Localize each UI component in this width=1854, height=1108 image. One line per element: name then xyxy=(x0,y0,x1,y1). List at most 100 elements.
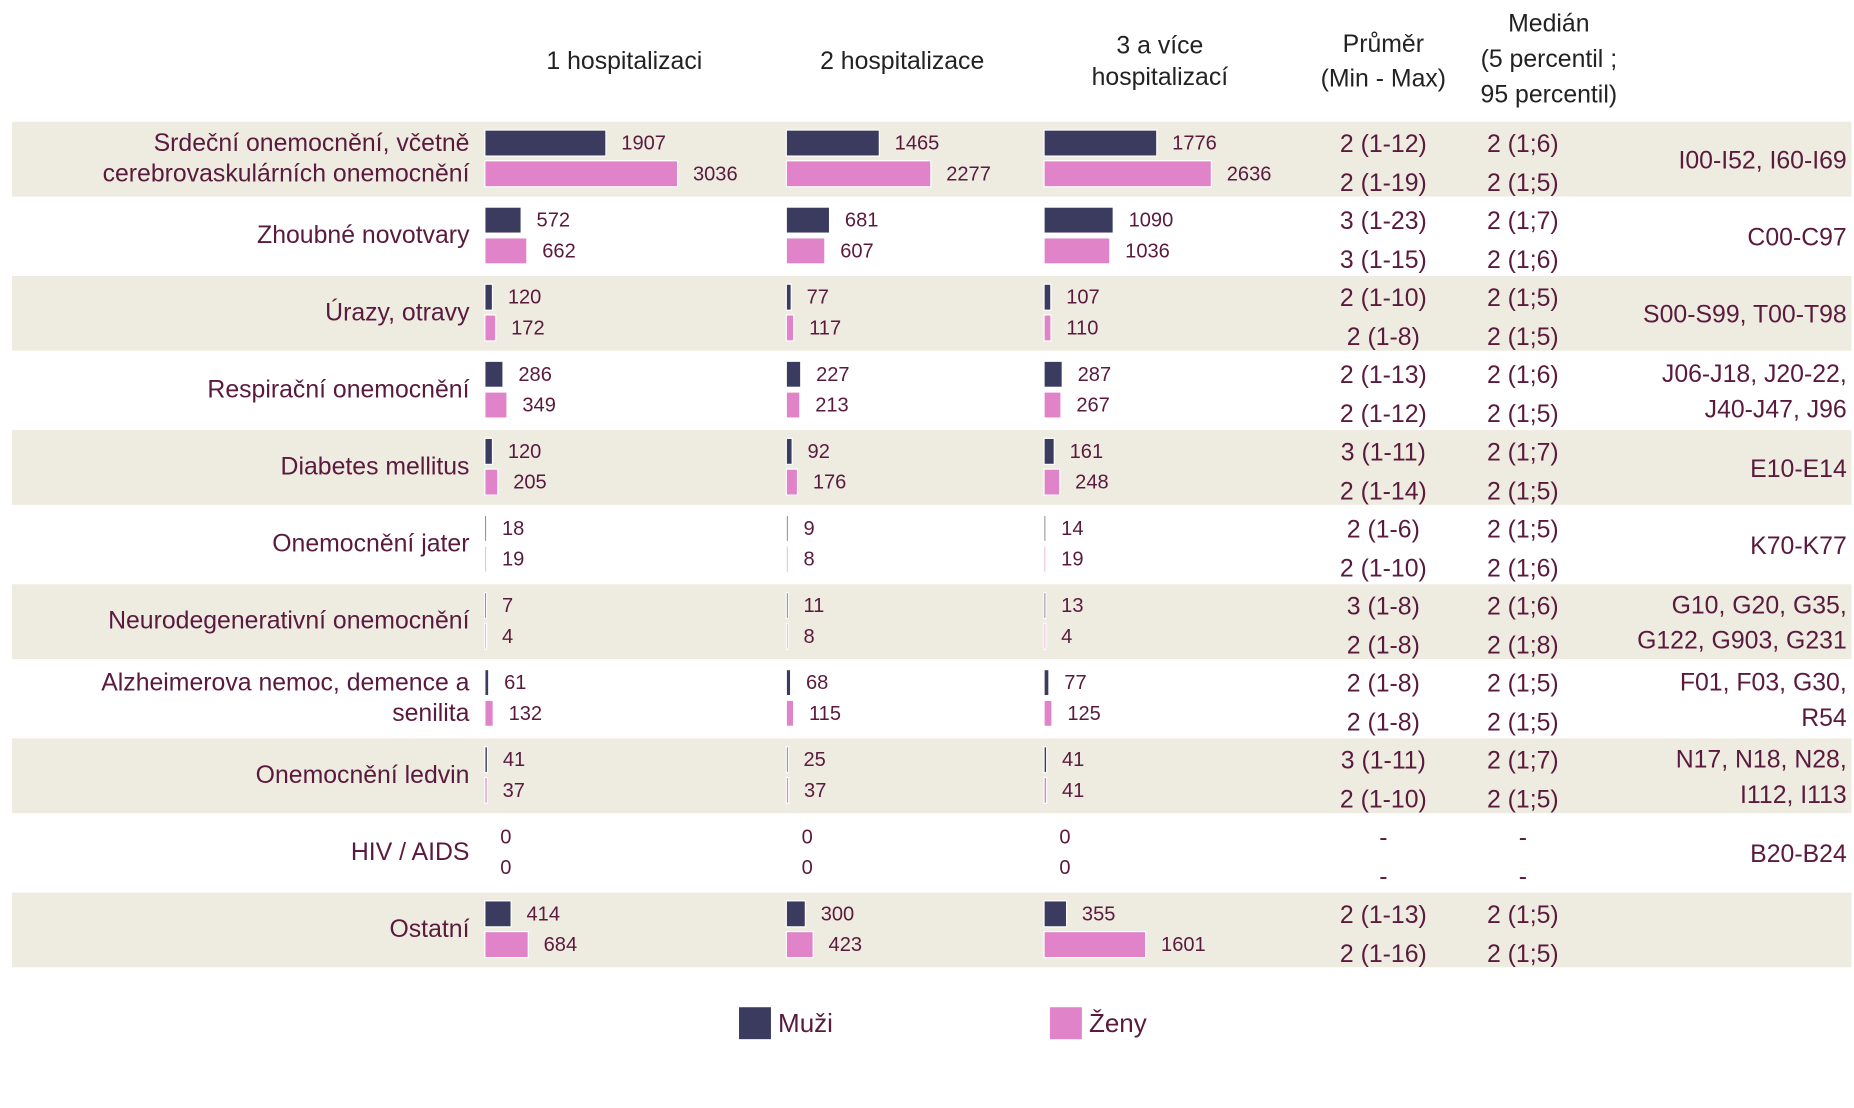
row-band xyxy=(11,584,1852,659)
value-label: 19 xyxy=(502,549,524,571)
value-label: 68 xyxy=(806,672,828,694)
column-header: 1 hospitalizaci xyxy=(546,48,702,75)
row-label: Respirační onemocnění xyxy=(207,376,469,403)
value-label: 0 xyxy=(500,857,511,879)
median-cell: 2 (1;7) xyxy=(1487,748,1559,775)
value-label: 132 xyxy=(509,703,543,725)
bar xyxy=(1043,900,1068,928)
median-cell: 2 (1;5) xyxy=(1487,478,1559,505)
bar xyxy=(484,360,504,388)
legend-swatch xyxy=(1049,1007,1082,1040)
bar xyxy=(484,776,488,805)
code-cell: E10-E14 xyxy=(1750,456,1847,483)
mean-cell: 2 (1-8) xyxy=(1347,710,1420,737)
value-label: 4 xyxy=(1061,626,1072,648)
column-header: Průměr xyxy=(1343,31,1424,58)
value-label: 77 xyxy=(807,287,829,309)
bar xyxy=(785,129,880,157)
value-label: 355 xyxy=(1082,903,1115,925)
value-label: 1036 xyxy=(1125,240,1170,262)
code-cell: N17, N18, N28, xyxy=(1676,746,1847,773)
bar xyxy=(484,669,490,697)
bar xyxy=(1043,545,1047,573)
bar xyxy=(1043,160,1212,188)
code-cell: G10, G20, G35, xyxy=(1672,592,1847,619)
value-label: 120 xyxy=(508,441,542,463)
value-label: 25 xyxy=(803,749,825,771)
legend-swatch xyxy=(739,1007,771,1040)
median-cell: 2 (1;6) xyxy=(1487,593,1559,620)
mean-cell: 2 (1-14) xyxy=(1340,478,1427,505)
bar xyxy=(785,468,799,496)
row-label: Zhoubné novotvary xyxy=(257,222,470,249)
value-label: 1907 xyxy=(621,133,666,155)
mean-cell: - xyxy=(1379,825,1387,852)
column-header: Medián xyxy=(1508,10,1589,37)
legend-label: Ženy xyxy=(1089,1008,1147,1038)
bar xyxy=(484,391,508,419)
mean-cell: 3 (1-15) xyxy=(1340,247,1427,274)
value-label: 2277 xyxy=(946,163,991,185)
bar xyxy=(785,622,789,650)
value-label: 2636 xyxy=(1227,163,1272,185)
value-label: 77 xyxy=(1064,672,1086,694)
value-label: 287 xyxy=(1078,364,1111,386)
code-cell: J40-J47, J96 xyxy=(1705,396,1847,423)
bar xyxy=(1043,437,1055,465)
bar xyxy=(484,622,488,650)
bar xyxy=(1043,669,1050,697)
bar xyxy=(785,591,789,620)
value-label: 37 xyxy=(804,780,826,802)
value-label: 176 xyxy=(813,472,847,494)
median-cell: 2 (1;5) xyxy=(1487,401,1559,428)
median-cell: 2 (1;6) xyxy=(1487,247,1559,274)
value-label: 684 xyxy=(544,934,578,956)
mean-cell: 3 (1-11) xyxy=(1341,439,1426,466)
value-label: 0 xyxy=(802,857,813,879)
value-label: 92 xyxy=(808,441,830,463)
mean-cell: 2 (1-12) xyxy=(1340,131,1427,158)
value-label: 0 xyxy=(1059,826,1070,848)
value-label: 19 xyxy=(1061,549,1083,571)
code-cell: R54 xyxy=(1801,705,1847,732)
median-cell: 2 (1;5) xyxy=(1487,671,1559,698)
bar xyxy=(484,314,497,342)
value-label: 248 xyxy=(1075,472,1108,494)
value-label: 61 xyxy=(504,672,526,694)
bar xyxy=(484,591,488,620)
bar xyxy=(1043,699,1053,727)
value-label: 13 xyxy=(1061,595,1083,617)
value-label: 267 xyxy=(1076,395,1109,417)
median-cell: 2 (1;5) xyxy=(1487,941,1559,968)
value-label: 1776 xyxy=(1172,133,1217,155)
code-cell: G122, G903, G231 xyxy=(1637,628,1847,655)
median-cell: 2 (1;5) xyxy=(1487,170,1559,197)
value-label: 3036 xyxy=(693,163,738,185)
bar xyxy=(484,514,488,543)
bar xyxy=(1043,391,1062,419)
bar xyxy=(785,900,806,928)
median-cell: 2 (1;7) xyxy=(1487,439,1559,466)
bar xyxy=(1043,237,1111,265)
row-label: Úrazy, otravy xyxy=(325,299,470,326)
code-cell: S00-S99, T00-T98 xyxy=(1643,302,1847,329)
value-label: 125 xyxy=(1067,703,1100,725)
value-label: 4 xyxy=(502,626,513,648)
value-label: 0 xyxy=(500,826,511,848)
bar xyxy=(785,930,814,959)
row-label: Srdeční onemocnění, včetně xyxy=(154,130,470,157)
bar xyxy=(484,468,499,496)
value-label: 213 xyxy=(815,395,849,417)
mean-cell: 2 (1-8) xyxy=(1347,324,1420,351)
bar xyxy=(1043,514,1047,543)
bar xyxy=(484,237,528,265)
bar xyxy=(785,669,792,697)
bar xyxy=(785,545,789,573)
median-cell: 2 (1;5) xyxy=(1487,516,1559,543)
value-label: 423 xyxy=(829,934,863,956)
mean-cell: 2 (1-19) xyxy=(1340,170,1427,197)
value-label: 681 xyxy=(845,210,879,232)
bar xyxy=(1043,930,1147,959)
value-label: 227 xyxy=(816,364,850,386)
